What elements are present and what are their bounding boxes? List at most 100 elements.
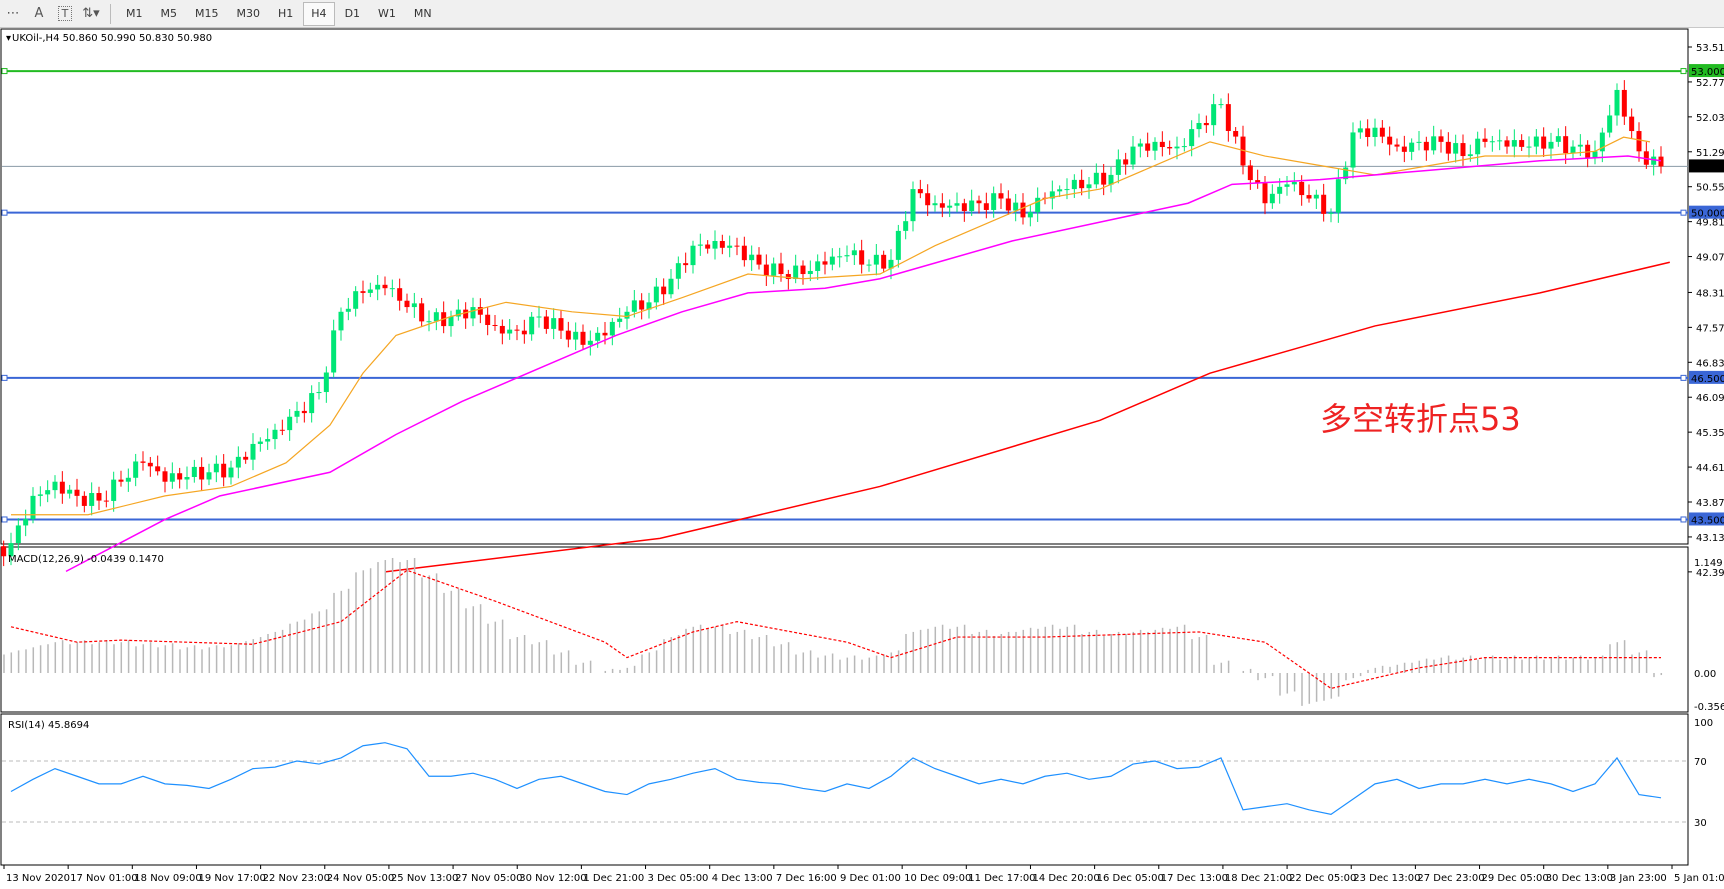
line-handle[interactable] — [1680, 209, 1687, 216]
time-label: 30 Dec 13:00 — [1546, 873, 1613, 884]
candle-body — [1401, 146, 1407, 152]
candle-body — [1005, 198, 1011, 211]
candle-body — [191, 466, 197, 477]
candle-body — [1394, 144, 1400, 147]
price-tick-label: 46.090 — [1696, 393, 1724, 404]
line-handle[interactable] — [1680, 374, 1687, 381]
candle-body — [323, 372, 329, 393]
time-label: 3 Dec 05:00 — [648, 873, 709, 884]
timeframe-w1[interactable]: W1 — [378, 6, 396, 20]
candle-body — [551, 318, 557, 329]
grid-lines-icon[interactable]: ⋯ — [6, 6, 20, 21]
candle-body — [983, 203, 989, 210]
candle-body — [133, 461, 139, 478]
time-label: 3 Jan 23:00 — [1610, 873, 1667, 884]
candle-body — [939, 203, 945, 208]
candle-body — [470, 307, 476, 319]
line-handle[interactable] — [1, 516, 8, 523]
candle-body — [265, 439, 271, 442]
candle-body — [463, 309, 469, 319]
time-label: 30 Nov 12:00 — [519, 873, 586, 884]
candle-body — [257, 441, 263, 444]
candle-body — [683, 263, 689, 266]
candle-body — [367, 289, 373, 293]
time-label: 10 Dec 09:00 — [904, 873, 971, 884]
candle-body — [477, 307, 483, 315]
candle-body — [184, 476, 190, 480]
candle-body — [1196, 122, 1202, 130]
candle-body — [1093, 172, 1099, 185]
candle-body — [1445, 141, 1451, 154]
candle-body — [829, 256, 835, 265]
text-label-icon[interactable]: T — [58, 6, 72, 21]
candle-body — [1203, 122, 1209, 126]
timeframe-h1[interactable]: H1 — [278, 6, 294, 20]
candle-body — [1409, 142, 1415, 152]
candle-body — [1145, 143, 1151, 151]
candle-body — [1086, 184, 1092, 189]
candle-body — [499, 325, 505, 334]
candle-body — [279, 429, 285, 431]
candle-body — [177, 473, 183, 480]
candle-body — [1467, 154, 1473, 157]
header-collapse-icon[interactable]: ▾ — [6, 33, 11, 44]
rsi-tick-label: 70 — [1694, 757, 1707, 768]
timeframe-mn[interactable]: MN — [413, 6, 432, 20]
candle-body — [1211, 104, 1217, 126]
candle-body — [1284, 184, 1290, 187]
candle-body — [888, 259, 894, 269]
candle-body — [925, 193, 931, 206]
candle-body — [1423, 141, 1429, 151]
hline-price-badge — [1689, 64, 1724, 78]
rsi-line — [10, 742, 1662, 816]
timeframe-m30[interactable]: M30 — [236, 6, 261, 20]
line-handle[interactable] — [1680, 68, 1687, 75]
timeframe-bar: M1 M5 M15 M30 H1 H4 D1 W1 MN — [117, 1, 441, 26]
time-label: 19 Nov 17:00 — [198, 873, 265, 884]
time-label: 27 Dec 23:00 — [1417, 873, 1484, 884]
candle-body — [961, 203, 967, 212]
text-icon[interactable]: A — [34, 6, 44, 21]
candle-body — [1027, 212, 1033, 218]
candle-body — [360, 291, 366, 293]
timeframe-m15[interactable]: M15 — [195, 6, 219, 20]
timeframe-m5[interactable]: M5 — [160, 6, 178, 20]
candle-body — [1247, 165, 1253, 181]
timeframe-m1[interactable]: M1 — [126, 6, 143, 20]
line-handle[interactable] — [1, 374, 8, 381]
price-tick-label: 48.310 — [1696, 288, 1724, 299]
candle-body — [345, 308, 351, 312]
line-handle[interactable] — [1, 68, 8, 75]
price-tick-label: 50.550 — [1696, 183, 1724, 194]
timeframe-h4[interactable]: H4 — [303, 1, 335, 26]
candle-body — [1343, 167, 1349, 180]
candle-body — [903, 221, 909, 231]
candle-body — [1, 546, 7, 557]
line-handle[interactable] — [1, 209, 8, 216]
candle-body — [294, 410, 300, 417]
time-label: 25 Nov 13:00 — [391, 873, 458, 884]
arrows-icon[interactable]: ⇅▾ — [82, 6, 100, 21]
candle-body — [448, 316, 454, 327]
candle-body — [624, 311, 630, 319]
timeframe-d1[interactable]: D1 — [344, 6, 361, 20]
candle-body — [1416, 141, 1422, 143]
candle-body — [976, 200, 982, 204]
candle-body — [558, 318, 564, 331]
rsi-label: RSI(14) 45.8694 — [8, 720, 89, 731]
candle-body — [1504, 140, 1510, 147]
candle-body — [235, 456, 241, 468]
candle-body — [1013, 202, 1019, 211]
time-label: 22 Dec 05:00 — [1289, 873, 1356, 884]
candle-body — [749, 254, 755, 261]
candle-body — [1570, 146, 1576, 154]
candle-body — [917, 189, 923, 194]
candle-body — [389, 288, 395, 290]
price-tick-label: 51.290 — [1696, 148, 1724, 159]
candle-body — [705, 244, 711, 249]
price-tick-label: 43.870 — [1696, 498, 1724, 509]
chart-area[interactable]: 53.510 52.770 52.030 51.290 50.550 49.810 49.0… — [0, 28, 1724, 889]
line-handle[interactable] — [1680, 516, 1687, 523]
candle-body — [866, 264, 872, 266]
candle-body — [1548, 141, 1554, 149]
